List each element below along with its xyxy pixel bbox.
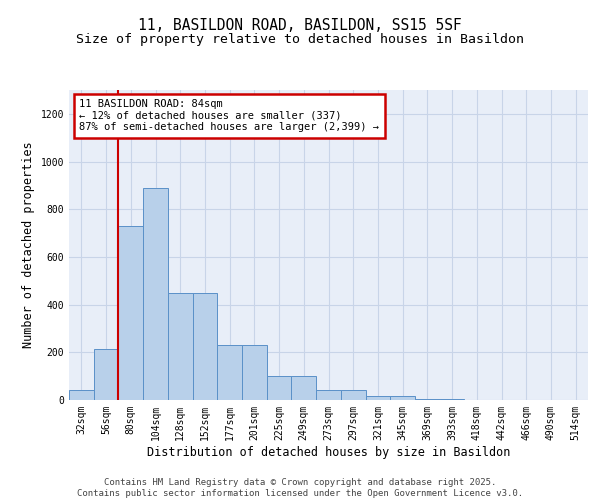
Bar [242, 345, 267, 400]
Bar [118, 226, 143, 400]
Bar [365, 396, 390, 400]
Text: 11, BASILDON ROAD, BASILDON, SS15 5SF: 11, BASILDON ROAD, BASILDON, SS15 5SF [138, 18, 462, 32]
Text: Size of property relative to detached houses in Basildon: Size of property relative to detached ho… [76, 32, 524, 46]
Bar [415, 399, 440, 400]
Y-axis label: Number of detached properties: Number of detached properties [22, 142, 35, 348]
Bar [341, 390, 365, 400]
Bar [292, 376, 316, 400]
Bar [390, 396, 415, 400]
Bar [316, 390, 341, 400]
Text: 11 BASILDON ROAD: 84sqm
← 12% of detached houses are smaller (337)
87% of semi-d: 11 BASILDON ROAD: 84sqm ← 12% of detache… [79, 100, 379, 132]
X-axis label: Distribution of detached houses by size in Basildon: Distribution of detached houses by size … [147, 446, 510, 458]
Bar [94, 348, 118, 400]
Bar [440, 399, 464, 400]
Bar [168, 292, 193, 400]
Text: Contains HM Land Registry data © Crown copyright and database right 2025.
Contai: Contains HM Land Registry data © Crown c… [77, 478, 523, 498]
Bar [267, 376, 292, 400]
Bar [217, 345, 242, 400]
Bar [69, 390, 94, 400]
Bar [143, 188, 168, 400]
Bar [193, 292, 217, 400]
